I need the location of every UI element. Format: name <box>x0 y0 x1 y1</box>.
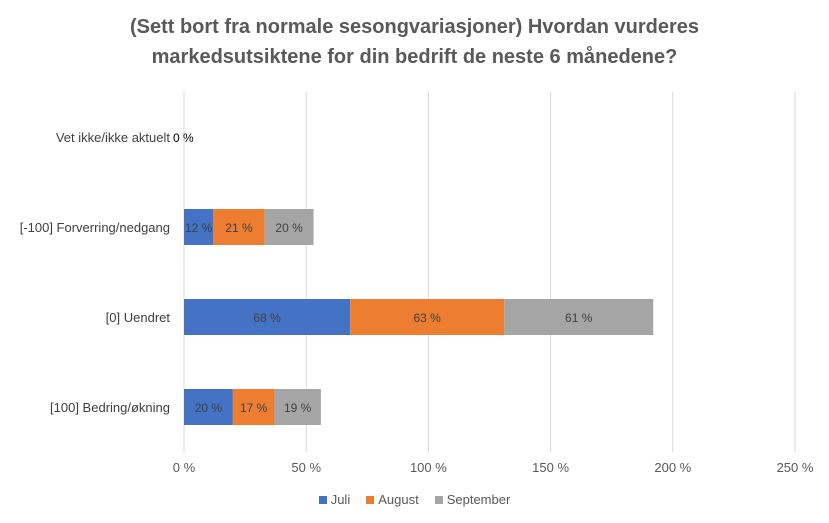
data-label: 20 % <box>195 401 223 415</box>
category-label: [100] Bedring/økning <box>50 400 170 415</box>
bar-segment <box>264 209 314 245</box>
bar-segment <box>350 299 505 335</box>
chart-title: (Sett bort fra normale sesongvariasjoner… <box>0 12 829 72</box>
data-label: 17 % <box>240 401 268 415</box>
data-label: 68 % <box>253 311 281 325</box>
x-tick-label: 0 % <box>173 460 196 475</box>
x-tick-label: 100 % <box>410 460 447 475</box>
bar-segment <box>274 389 321 425</box>
category-label: [-100] Forverring/nedgang <box>20 220 170 235</box>
bar-segment <box>504 299 654 335</box>
legend-label: Juli <box>330 492 351 507</box>
data-label: 0 % <box>173 131 194 145</box>
legend-swatch <box>434 495 443 504</box>
legend-item: September <box>434 492 511 507</box>
data-label: 19 % <box>284 401 312 415</box>
data-label: 21 % <box>225 221 253 235</box>
bar-segment <box>232 389 275 425</box>
bar-segment <box>184 389 233 425</box>
chart-title-line-2: markedsutsiktene for din bedrift de nest… <box>151 46 678 68</box>
x-tick-label: 50 % <box>291 460 321 475</box>
legend-label: September <box>446 492 511 507</box>
legend-swatch <box>318 495 327 504</box>
bar-segment <box>184 209 214 245</box>
legend-item: August <box>366 492 419 507</box>
legend-label: August <box>378 492 419 507</box>
category-label: [0] Uendret <box>106 310 171 325</box>
x-tick-label: 150 % <box>532 460 569 475</box>
data-label: 20 % <box>275 221 303 235</box>
legend-item: Juli <box>318 492 351 507</box>
data-label: 61 % <box>565 311 593 325</box>
x-tick-label: 200 % <box>654 460 691 475</box>
legend: Juli August September <box>0 492 829 507</box>
legend-swatch <box>366 495 375 504</box>
bar-segment <box>213 209 265 245</box>
category-label: Vet ikke/ikke aktuelt <box>56 130 171 145</box>
chart-title-line-1: (Sett bort fra normale sesongvariasjoner… <box>129 16 700 38</box>
data-label: 12 % <box>185 221 213 235</box>
data-label: 63 % <box>413 311 441 325</box>
x-tick-label: 250 % <box>777 460 814 475</box>
bar-segment <box>184 299 351 335</box>
